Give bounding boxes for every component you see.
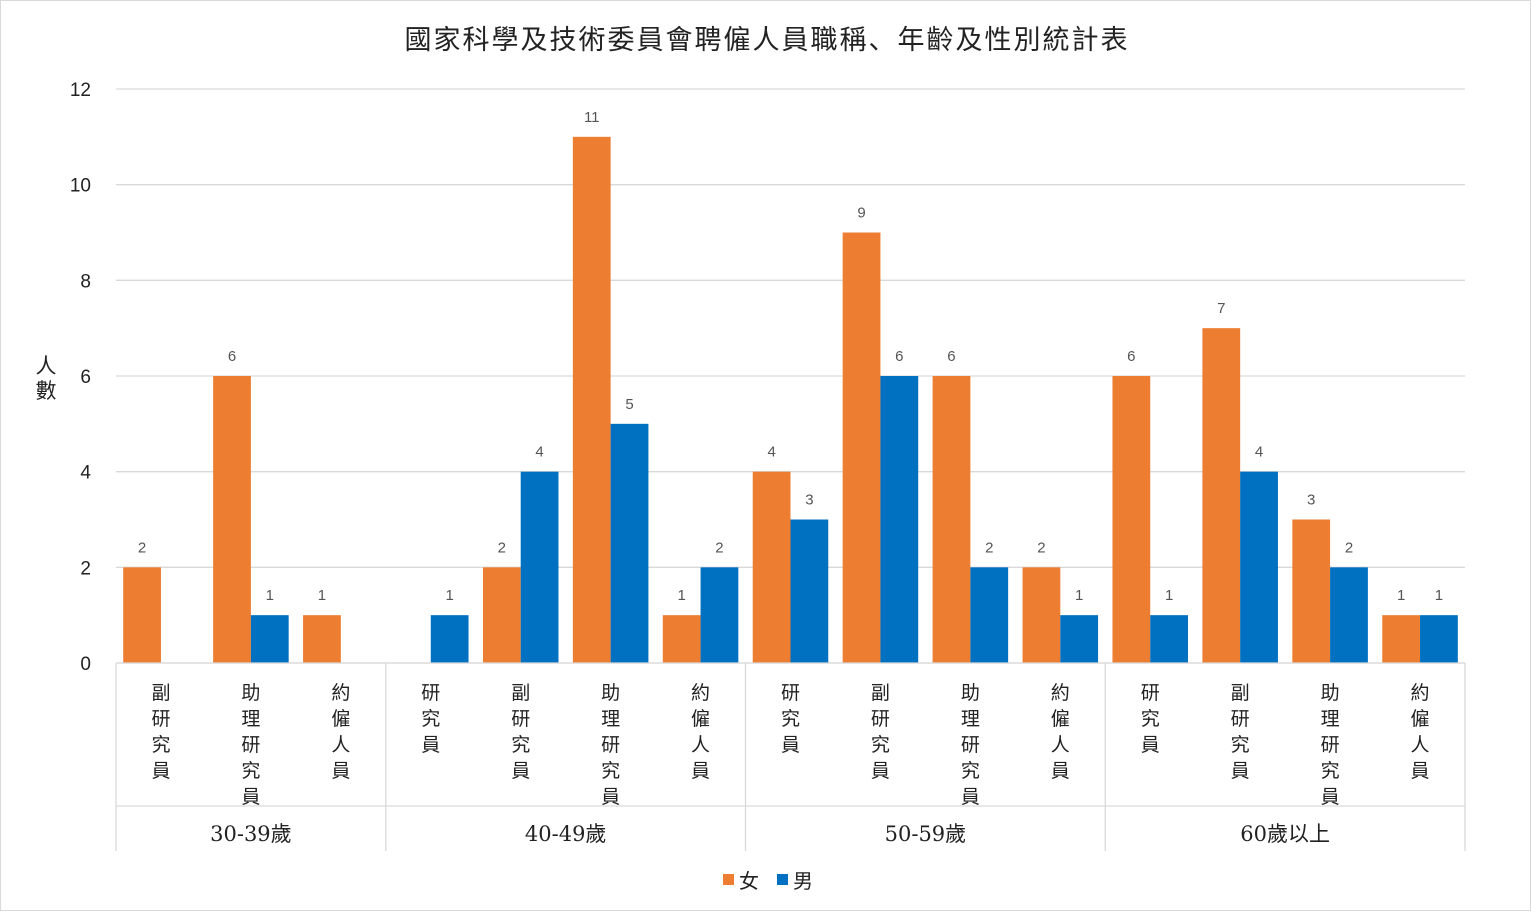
bar-男 [520,471,559,663]
x-tick-label: 約僱人員 [1051,682,1070,782]
bar-男 [1150,615,1189,663]
data-label: 3 [805,492,813,509]
bar-男 [1420,615,1458,663]
y-tick-label: 12 [70,80,91,101]
data-label: 4 [535,444,543,461]
y-tick-label: 6 [80,367,91,388]
y-axis-title: 人數 [36,354,57,403]
data-label: 4 [767,444,775,461]
bar-男 [1060,615,1099,663]
bar-男 [790,519,829,663]
data-label: 6 [947,348,955,365]
x-tick-label: 副研究員 [151,682,170,782]
y-axis: 0 2 4 6 8 10 12 [70,80,92,675]
x-tick-label: 研究員 [1141,682,1160,756]
bar-女 [932,376,971,663]
data-label: 2 [138,539,146,556]
y-tick-label: 4 [80,463,91,484]
bar-男 [970,567,1009,663]
legend-swatch-男 [777,874,788,885]
bar-女 [842,232,881,663]
data-label: 3 [1307,492,1315,509]
x-axis: 副研究員 助理研究員 約僱人員 研究員 副研究員 助理研究員 約僱人員 研究員 副研究員 助理研究… [115,662,1466,851]
y-axis-label: 人數 [36,354,57,403]
data-label: 2 [1345,539,1353,556]
data-label: 4 [1255,444,1263,461]
bar-女 [482,567,521,663]
bar-女 [1022,567,1061,663]
bar-女 [1382,615,1421,663]
data-label: 1 [318,587,326,604]
data-label: 1 [1165,587,1173,604]
x-tick-label: 研究員 [781,682,800,756]
bars [123,136,1458,664]
x-tick-label: 助理研究員 [1321,682,1340,808]
bar-男 [1240,471,1278,663]
data-label: 11 [584,109,600,126]
bar-男 [880,376,919,663]
bar-女 [123,567,161,663]
group-label: 60歲以上 [1240,822,1330,846]
y-tick-label: 8 [80,271,91,292]
bar-男 [610,423,649,663]
bar-女 [572,136,611,664]
x-tick-label: 約僱人員 [331,682,350,782]
data-label: 2 [715,539,723,556]
bar-女 [752,471,791,663]
bar-男 [700,567,739,663]
group-label: 50-59歲 [885,822,967,846]
x-tick-label: 研究員 [421,682,440,756]
data-label: 6 [1127,348,1135,365]
x-tick-label: 助理研究員 [961,682,980,808]
data-label: 1 [1397,587,1405,604]
group-label: 30-39歲 [210,822,292,846]
legend-label: 女 [739,869,759,893]
data-label: 9 [857,205,865,222]
data-label: 1 [1435,587,1443,604]
data-label: 5 [625,396,633,413]
x-tick-label: 約僱人員 [1411,682,1430,782]
bar-女 [1202,328,1241,663]
data-label: 6 [228,348,236,365]
x-tick-label: 助理研究員 [241,682,260,808]
data-label: 6 [895,348,903,365]
bar-男 [250,615,289,663]
group-label: 40-49歲 [525,822,607,846]
data-label: 1 [445,587,453,604]
bar-女 [213,376,251,663]
legend-swatch-女 [723,874,734,885]
data-label: 2 [1037,539,1045,556]
x-tick-label: 助理研究員 [601,682,620,808]
data-label: 1 [266,587,274,604]
data-label: 1 [678,587,686,604]
y-tick-label: 2 [80,558,91,579]
y-tick-label: 10 [70,176,91,197]
data-label: 2 [498,539,506,556]
data-label: 1 [1075,587,1083,604]
x-tick-label: 副研究員 [871,682,890,782]
y-tick-label: 0 [80,654,91,675]
bar-女 [1112,376,1151,663]
x-tick-label: 約僱人員 [691,682,710,782]
bar-男 [1330,567,1368,663]
legend-label: 男 [793,869,813,893]
bar-男 [430,615,469,663]
legend: 女男 [723,869,813,893]
bar-女 [303,615,341,663]
bar-女 [662,615,701,663]
bar-女 [1292,519,1331,663]
chart-title: 國家科學及技術委員會聘僱人員職稱、年齡及性別統計表 [405,25,1130,56]
data-label: 7 [1217,300,1225,317]
x-tick-label: 副研究員 [511,682,530,782]
x-tick-label: 副研究員 [1231,682,1250,782]
data-label: 2 [985,539,993,556]
